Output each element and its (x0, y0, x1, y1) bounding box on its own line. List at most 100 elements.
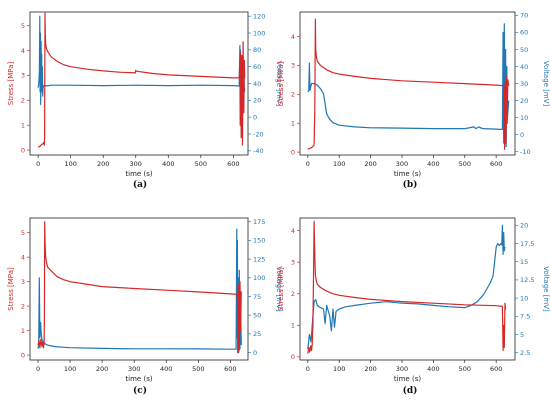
x-axis-label: time (s) (394, 375, 421, 383)
x-tick-label: 500 (459, 160, 471, 168)
y-right-tick-label: 10 (520, 294, 528, 302)
x-tick-label: 500 (195, 160, 207, 168)
y-left-axis-label: Stress [MPa] (277, 267, 285, 311)
x-tick-label: 100 (333, 160, 345, 168)
voltage-series-line (37, 228, 242, 354)
y-left-tick-label: 1 (21, 327, 25, 335)
x-tick-label: 600 (227, 160, 239, 168)
y-left-tick-label: 3 (291, 62, 295, 70)
x-axis-label: time (s) (125, 375, 152, 383)
x-tick-label: 400 (162, 160, 174, 168)
x-tick-label: 200 (364, 365, 376, 373)
x-tick-label: 400 (427, 365, 439, 373)
y-right-tick-label: 100 (253, 29, 265, 37)
y-right-axis-label: Voltage [mV] (542, 266, 550, 312)
y-left-tick-label: 4 (21, 253, 25, 261)
y-left-tick-label: 1 (291, 120, 295, 128)
y-left-tick-label: 2 (291, 91, 295, 99)
y-left-axis-label: Stress [MPa] (7, 62, 15, 106)
x-tick-label: 600 (490, 365, 502, 373)
x-tick-label: 100 (64, 160, 76, 168)
x-axis-label: time (s) (125, 170, 152, 178)
y-right-tick-label: 20 (520, 222, 528, 230)
y-right-tick-label: 7.5 (520, 313, 530, 321)
panel-caption: (d) (403, 385, 418, 396)
y-left-tick-label: 3 (291, 258, 295, 266)
y-right-tick-label: 20 (253, 97, 261, 105)
x-tick-label: 500 (459, 365, 471, 373)
x-tick-label: 100 (64, 365, 76, 373)
y-right-tick-label: 0 (520, 131, 524, 139)
y-left-tick-label: 2 (291, 290, 295, 298)
x-tick-label: 600 (224, 365, 236, 373)
y-right-tick-label: 40 (253, 80, 261, 88)
y-right-axis-label: Voltage [mV] (275, 266, 283, 312)
x-tick-label: 0 (306, 160, 310, 168)
x-tick-label: 200 (96, 365, 108, 373)
y-right-tick-label: 150 (253, 237, 265, 245)
y-left-tick-label: 3 (21, 72, 25, 80)
x-tick-label: 200 (364, 160, 376, 168)
y-right-tick-label: 17.5 (520, 240, 534, 248)
panel-caption: (a) (133, 179, 147, 190)
x-tick-label: 0 (36, 160, 40, 168)
panel-caption: (b) (403, 179, 418, 190)
y-right-tick-label: 80 (253, 46, 261, 54)
stress-series-line (37, 221, 242, 354)
y-left-tick-label: 2 (21, 302, 25, 310)
stress-series-line (307, 18, 510, 150)
y-right-tick-label: 5 (520, 331, 524, 339)
y-left-tick-label: 3 (21, 278, 25, 286)
y-right-axis-label: Voltage [mV] (542, 61, 550, 107)
x-axis-label: time (s) (394, 170, 421, 178)
voltage-series-line (307, 224, 506, 350)
y-right-tick-label: 30 (520, 80, 528, 88)
y-right-tick-label: 10 (520, 114, 528, 122)
y-left-tick-label: 4 (291, 227, 295, 235)
y-right-tick-label: 50 (520, 46, 528, 54)
voltage-series-line (307, 23, 510, 148)
x-tick-label: 300 (128, 365, 140, 373)
y-right-tick-label: 75 (253, 293, 261, 301)
y-right-tick-label: 60 (253, 63, 261, 71)
plot-frame (29, 217, 249, 361)
y-right-tick-label: 70 (520, 12, 528, 20)
x-tick-label: 0 (36, 365, 40, 373)
y-right-tick-label: 2.5 (520, 349, 530, 357)
y-left-tick-label: 4 (21, 47, 25, 55)
plot-frame (299, 11, 516, 156)
y-left-tick-label: 5 (21, 229, 25, 237)
x-tick-label: 400 (427, 160, 439, 168)
x-tick-label: 100 (333, 365, 345, 373)
y-right-tick-label: 175 (253, 218, 265, 226)
y-right-tick-label: 25 (253, 330, 261, 338)
y-right-tick-label: 50 (253, 311, 261, 319)
y-right-tick-label: 12.5 (520, 276, 534, 284)
x-tick-label: 300 (396, 365, 408, 373)
y-right-tick-label: 40 (520, 63, 528, 71)
y-right-axis-label: Voltage [mV] (275, 61, 283, 107)
y-left-tick-label: 1 (291, 322, 295, 330)
y-left-tick-label: 0 (21, 146, 25, 154)
x-tick-label: 300 (130, 160, 142, 168)
y-left-tick-label: 0 (291, 353, 295, 361)
y-right-tick-label: 60 (520, 29, 528, 37)
plot-frame (299, 217, 516, 361)
y-right-tick-label: 0 (253, 349, 257, 357)
y-right-tick-label: -40 (253, 147, 264, 155)
y-left-tick-label: 2 (21, 97, 25, 105)
y-left-tick-label: 4 (291, 33, 295, 41)
y-right-tick-label: 0 (253, 113, 257, 121)
y-left-tick-label: 0 (21, 351, 25, 359)
y-right-tick-label: 100 (253, 274, 265, 282)
y-right-tick-label: 125 (253, 255, 265, 263)
y-left-axis-label: Stress [MPa] (277, 62, 285, 106)
stress-series-line (37, 12, 246, 148)
x-tick-label: 600 (490, 160, 502, 168)
y-left-tick-label: 1 (21, 121, 25, 129)
